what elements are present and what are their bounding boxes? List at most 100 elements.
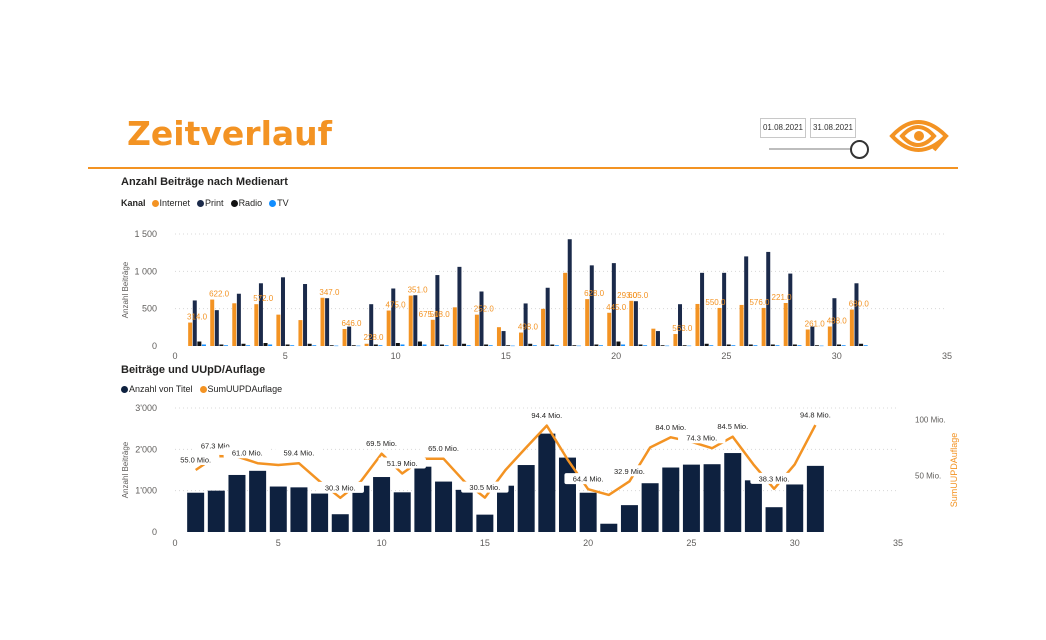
chart1-bar-radio [285,344,290,346]
chart1-data-label: 628.0 [584,289,605,298]
chart1-bar-internet [386,310,391,346]
chart1-bar-tv [224,345,229,346]
chart1-bar-radio [373,344,378,346]
chart2-bar [682,464,700,532]
chart1-ytick-label: 1 500 [134,229,157,239]
chart1-bar-print [457,266,462,346]
chart2-data-label-bg [647,421,695,433]
chart1-data-label: 221.0 [772,293,793,302]
chart2-bar [435,481,453,532]
chart1-bar-print [347,326,352,346]
chart2-bar [290,487,308,532]
chart2-data-label-bg [605,465,654,477]
legend-internet: Internet [151,198,190,208]
chart1-bar-print [832,298,837,346]
chart1-bar-radio [329,345,334,346]
chart1-bar-print [391,288,396,346]
chart2-xtick-label: 35 [893,538,903,548]
chart1-bar-internet [452,307,457,346]
chart1-bar-tv [378,345,383,346]
chart1-data-label: 293.0 [617,291,638,300]
chart1-bar-internet [717,307,722,346]
chart2-bar [187,492,205,532]
chart1-bar-tv [665,345,670,347]
chart2-legend: Anzahl von Titel SumUUPDAuflage [121,384,286,394]
chart1-bar-tv [290,345,295,346]
chart1-bar-radio [197,341,202,346]
chart1-ytick-label: 1 000 [134,266,157,276]
chart2-xtick-label: 5 [276,538,281,548]
chart1-data-label: 576.0 [749,298,770,307]
chart1-bar-print [369,304,374,346]
chart1-bar-internet [474,314,479,346]
chart2-data-label: 74.3 Mio. [686,434,717,443]
chart1-bar-tv [819,345,824,347]
chart1-data-label: 475.0 [386,301,407,310]
chart1-ytick-label: 500 [142,304,157,314]
date-range-slider[interactable] [769,148,853,150]
chart1-bar-tv [268,344,273,346]
chart2-data-label: 69.5 Mio. [366,439,397,448]
chart1-bar-internet [651,328,656,346]
chart1-bar-radio [638,344,643,346]
chart1-bar-tv [797,345,802,346]
chart1-bar-print [655,331,660,346]
chart1-bar-internet [298,320,303,346]
chart1-bar-radio [417,341,422,346]
chart1-bar-print [435,275,440,346]
date-from-input[interactable]: 01.08.2021 [760,118,806,138]
chart1-data-label: 605.0 [628,291,649,300]
chart1-data-label: 680.0 [849,300,870,309]
chart2-bar [269,486,287,532]
chart1-bar-tv [422,344,427,346]
chart2-ytick-label: 3'000 [135,403,157,413]
chart1-bar-print [766,251,771,346]
date-to-input[interactable]: 31.08.2021 [810,118,856,138]
chart1-bar-internet [739,304,744,346]
chart1-bar-internet [607,312,612,346]
chart1-bar-radio [682,345,687,346]
chart1-bar-print [192,300,197,346]
chart2-data-label-bg [378,457,426,469]
chart2-data-label: 38.3 Mio. [759,474,790,483]
chart1-bar-radio [462,343,467,346]
chart1-bar-tv [246,345,251,346]
chart1-data-label: 572.0 [253,294,274,303]
date-slider-handle[interactable] [850,140,869,159]
chart1-xtick-label: 0 [172,351,177,361]
chart1-xtick-label: 35 [942,351,952,361]
chart1-data-label: 445.0 [606,303,627,312]
chart1-bar-print [744,256,749,346]
legend-print: Print [197,198,224,208]
chart1-bar-print [678,304,683,346]
chart2-bar [352,485,370,532]
chart1-bar-tv [312,345,317,346]
chart1-data-label: 675.0 [419,310,440,319]
chart2-bar [703,464,721,532]
chart1-bar-internet [695,303,700,346]
chart1-bar-tv [356,345,361,347]
chart1-bar-internet [364,343,369,346]
chart2-data-label: 67.3 Mio. [201,442,232,451]
chart1-bar-radio [263,343,268,346]
chart1-title: Anzahl Beiträge nach Medienart [121,176,288,188]
chart1-bar-tv [334,345,339,347]
chart1-bar-internet [563,272,568,346]
chart1-bar-internet [849,309,854,346]
chart1-bar-internet [541,308,546,346]
chart1-bar-print [413,295,418,346]
chart1-bar-print [214,310,219,346]
chart2-xtick-label: 20 [583,538,593,548]
chart2-ytick-label: 1'000 [135,486,157,496]
chart1-bar-print [479,291,484,346]
chart2-bar [538,433,556,532]
chart1-bar-radio [748,344,753,346]
chart1-bar-print [236,293,241,346]
legend-tv: TV [269,198,289,208]
chart1-bar-radio [439,344,444,346]
chart2-bar [455,489,473,532]
chart2-bar [744,480,762,532]
chart1-xtick-label: 10 [391,351,401,361]
chart1-bar-tv [510,345,515,347]
